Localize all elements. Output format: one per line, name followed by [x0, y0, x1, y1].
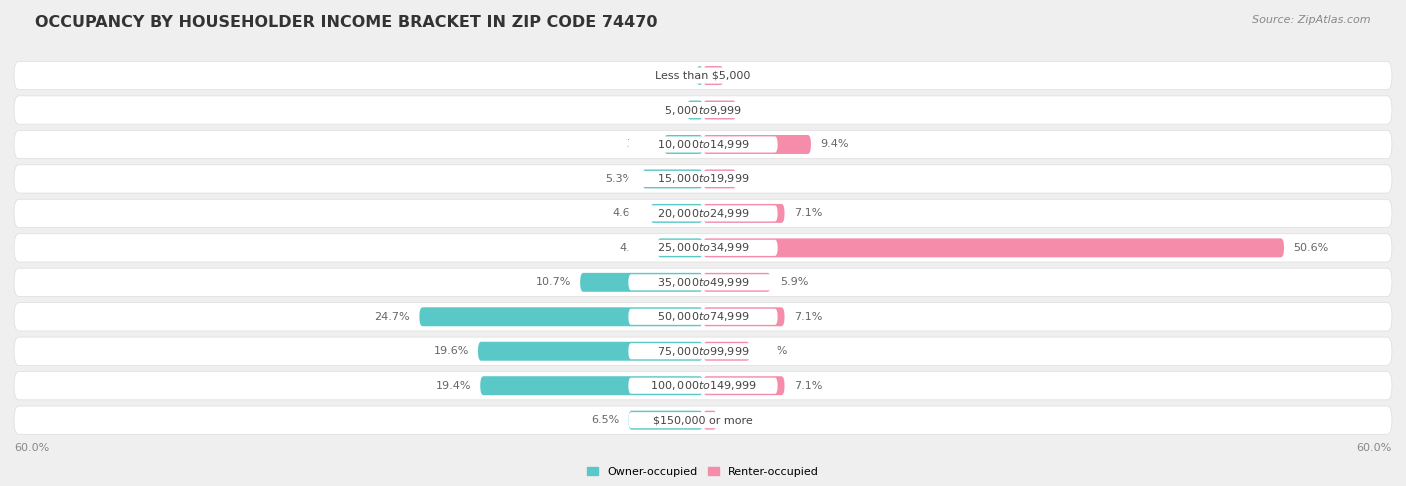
Text: OCCUPANCY BY HOUSEHOLDER INCOME BRACKET IN ZIP CODE 74470: OCCUPANCY BY HOUSEHOLDER INCOME BRACKET …: [35, 15, 658, 30]
FancyBboxPatch shape: [628, 309, 778, 325]
FancyBboxPatch shape: [650, 204, 703, 223]
FancyBboxPatch shape: [703, 135, 811, 154]
Text: 5.3%: 5.3%: [605, 174, 633, 184]
Text: 6.5%: 6.5%: [591, 415, 619, 425]
Text: $150,000 or more: $150,000 or more: [654, 415, 752, 425]
Text: 19.4%: 19.4%: [436, 381, 471, 391]
FancyBboxPatch shape: [628, 274, 778, 290]
FancyBboxPatch shape: [628, 137, 778, 153]
Text: 1.4%: 1.4%: [650, 105, 678, 115]
FancyBboxPatch shape: [419, 307, 703, 326]
FancyBboxPatch shape: [703, 342, 749, 361]
FancyBboxPatch shape: [14, 165, 1392, 193]
Text: 2.9%: 2.9%: [745, 105, 773, 115]
FancyBboxPatch shape: [628, 102, 778, 118]
Text: $20,000 to $24,999: $20,000 to $24,999: [657, 207, 749, 220]
Text: $50,000 to $74,999: $50,000 to $74,999: [657, 310, 749, 323]
Legend: Owner-occupied, Renter-occupied: Owner-occupied, Renter-occupied: [582, 462, 824, 481]
FancyBboxPatch shape: [703, 66, 724, 85]
Text: 19.6%: 19.6%: [433, 346, 468, 356]
FancyBboxPatch shape: [703, 273, 770, 292]
FancyBboxPatch shape: [628, 68, 778, 84]
Text: 10.7%: 10.7%: [536, 278, 571, 287]
Text: $100,000 to $149,999: $100,000 to $149,999: [650, 379, 756, 392]
FancyBboxPatch shape: [628, 343, 778, 359]
Text: $10,000 to $14,999: $10,000 to $14,999: [657, 138, 749, 151]
FancyBboxPatch shape: [703, 204, 785, 223]
Text: 9.4%: 9.4%: [820, 139, 849, 150]
FancyBboxPatch shape: [14, 303, 1392, 331]
FancyBboxPatch shape: [628, 378, 778, 394]
Text: $25,000 to $34,999: $25,000 to $34,999: [657, 242, 749, 254]
FancyBboxPatch shape: [14, 234, 1392, 262]
FancyBboxPatch shape: [628, 240, 778, 256]
FancyBboxPatch shape: [703, 101, 737, 120]
FancyBboxPatch shape: [657, 239, 703, 258]
FancyBboxPatch shape: [703, 239, 1284, 258]
FancyBboxPatch shape: [481, 376, 703, 395]
FancyBboxPatch shape: [703, 411, 717, 430]
Text: 7.1%: 7.1%: [794, 381, 823, 391]
Text: 3.4%: 3.4%: [627, 139, 655, 150]
FancyBboxPatch shape: [14, 337, 1392, 365]
Text: 7.1%: 7.1%: [794, 208, 823, 218]
Text: $5,000 to $9,999: $5,000 to $9,999: [664, 104, 742, 117]
FancyBboxPatch shape: [14, 130, 1392, 158]
FancyBboxPatch shape: [14, 372, 1392, 400]
FancyBboxPatch shape: [14, 406, 1392, 434]
Text: 4.0%: 4.0%: [620, 243, 648, 253]
FancyBboxPatch shape: [628, 171, 778, 187]
FancyBboxPatch shape: [14, 61, 1392, 90]
Text: 24.7%: 24.7%: [374, 312, 411, 322]
Text: 4.1%: 4.1%: [759, 346, 787, 356]
FancyBboxPatch shape: [14, 96, 1392, 124]
Text: 4.6%: 4.6%: [613, 208, 641, 218]
FancyBboxPatch shape: [628, 206, 778, 222]
FancyBboxPatch shape: [14, 199, 1392, 227]
Text: 50.6%: 50.6%: [1294, 243, 1329, 253]
Text: 60.0%: 60.0%: [1357, 443, 1392, 452]
FancyBboxPatch shape: [581, 273, 703, 292]
FancyBboxPatch shape: [703, 376, 785, 395]
FancyBboxPatch shape: [14, 268, 1392, 296]
FancyBboxPatch shape: [628, 411, 703, 430]
Text: Source: ZipAtlas.com: Source: ZipAtlas.com: [1253, 15, 1371, 25]
Text: 7.1%: 7.1%: [794, 312, 823, 322]
FancyBboxPatch shape: [664, 135, 703, 154]
Text: 2.9%: 2.9%: [745, 174, 773, 184]
FancyBboxPatch shape: [703, 170, 737, 189]
Text: 1.8%: 1.8%: [733, 70, 761, 81]
Text: $75,000 to $99,999: $75,000 to $99,999: [657, 345, 749, 358]
FancyBboxPatch shape: [643, 170, 703, 189]
FancyBboxPatch shape: [628, 412, 778, 428]
FancyBboxPatch shape: [478, 342, 703, 361]
FancyBboxPatch shape: [703, 307, 785, 326]
Text: $15,000 to $19,999: $15,000 to $19,999: [657, 173, 749, 186]
Text: 60.0%: 60.0%: [14, 443, 49, 452]
FancyBboxPatch shape: [688, 101, 703, 120]
Text: 1.2%: 1.2%: [725, 415, 755, 425]
Text: 5.9%: 5.9%: [780, 278, 808, 287]
Text: Less than $5,000: Less than $5,000: [655, 70, 751, 81]
Text: 0.59%: 0.59%: [651, 70, 688, 81]
FancyBboxPatch shape: [696, 66, 703, 85]
Text: $35,000 to $49,999: $35,000 to $49,999: [657, 276, 749, 289]
